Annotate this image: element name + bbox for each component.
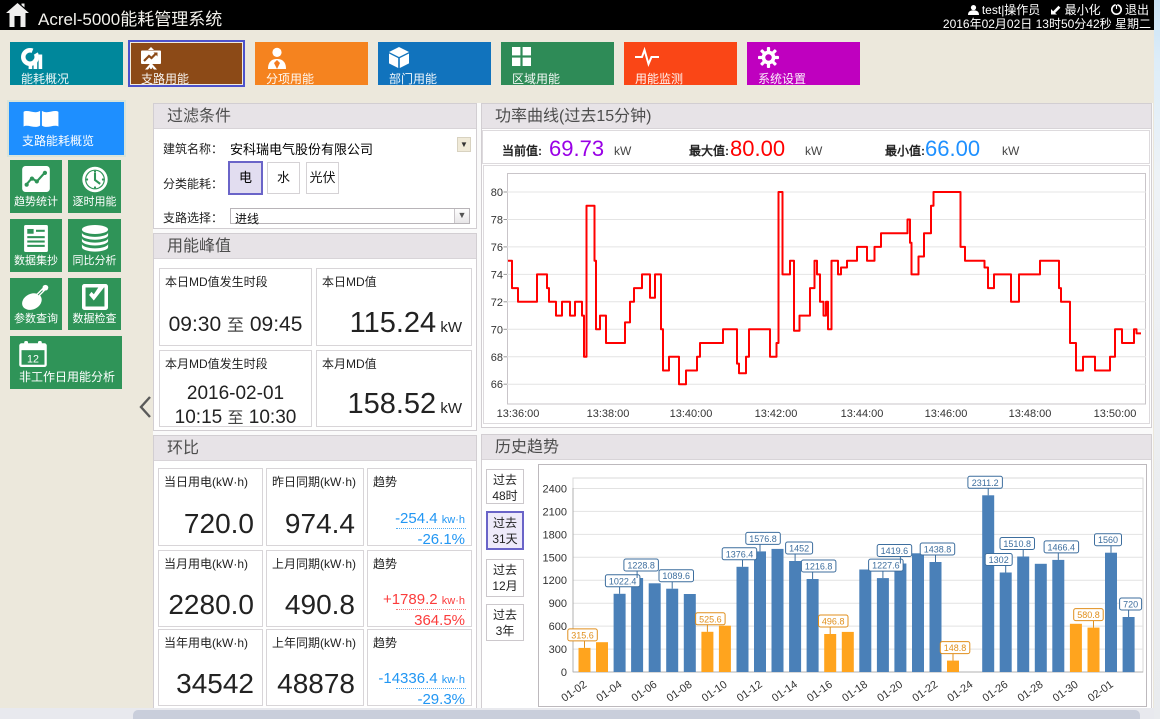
svg-text:900: 900 bbox=[549, 598, 567, 610]
svg-text:1452: 1452 bbox=[789, 544, 809, 554]
svg-text:1216.8: 1216.8 bbox=[805, 562, 833, 572]
svg-text:68: 68 bbox=[491, 352, 503, 364]
svg-text:78: 78 bbox=[491, 215, 503, 227]
svg-text:1376.4: 1376.4 bbox=[726, 549, 754, 559]
svg-text:1560: 1560 bbox=[1098, 535, 1118, 545]
svg-text:525.6: 525.6 bbox=[699, 614, 722, 624]
svg-text:1228.8: 1228.8 bbox=[627, 561, 655, 571]
svg-text:13:48:00: 13:48:00 bbox=[1009, 408, 1052, 420]
svg-text:66: 66 bbox=[491, 379, 503, 391]
svg-text:1438.8: 1438.8 bbox=[924, 545, 952, 555]
svg-text:1200: 1200 bbox=[543, 575, 567, 587]
svg-text:2100: 2100 bbox=[543, 506, 567, 518]
svg-text:2400: 2400 bbox=[543, 484, 567, 496]
svg-text:1022.4: 1022.4 bbox=[609, 576, 637, 586]
svg-text:70: 70 bbox=[491, 324, 503, 336]
svg-text:1419.6: 1419.6 bbox=[881, 546, 909, 556]
svg-text:76: 76 bbox=[491, 242, 503, 254]
svg-text:13:40:00: 13:40:00 bbox=[670, 408, 713, 420]
svg-text:148.8: 148.8 bbox=[944, 643, 967, 653]
svg-text:1510.8: 1510.8 bbox=[1003, 539, 1031, 549]
svg-text:13:42:00: 13:42:00 bbox=[755, 408, 798, 420]
svg-text:80: 80 bbox=[491, 187, 503, 199]
svg-text:0: 0 bbox=[561, 667, 567, 679]
svg-text:600: 600 bbox=[549, 621, 567, 633]
svg-text:1302: 1302 bbox=[989, 555, 1009, 565]
svg-text:13:44:00: 13:44:00 bbox=[841, 408, 884, 420]
svg-text:72: 72 bbox=[491, 297, 503, 309]
svg-text:1466.4: 1466.4 bbox=[1048, 542, 1076, 552]
svg-text:13:46:00: 13:46:00 bbox=[925, 408, 968, 420]
svg-text:2311.2: 2311.2 bbox=[972, 478, 999, 488]
svg-text:13:36:00: 13:36:00 bbox=[497, 408, 540, 420]
svg-text:13:50:00: 13:50:00 bbox=[1094, 408, 1137, 420]
svg-text:315.6: 315.6 bbox=[571, 630, 594, 640]
svg-text:74: 74 bbox=[491, 269, 503, 281]
svg-text:12: 12 bbox=[27, 353, 39, 365]
svg-text:13:38:00: 13:38:00 bbox=[587, 408, 630, 420]
svg-text:1227.6: 1227.6 bbox=[872, 561, 900, 571]
svg-text:1500: 1500 bbox=[543, 552, 567, 564]
svg-text:720: 720 bbox=[1123, 600, 1138, 610]
svg-text:496.8: 496.8 bbox=[822, 617, 845, 627]
svg-text:1089.6: 1089.6 bbox=[662, 571, 690, 581]
svg-text:1800: 1800 bbox=[543, 529, 567, 541]
svg-text:1576.8: 1576.8 bbox=[749, 534, 777, 544]
svg-text:580.8: 580.8 bbox=[1077, 610, 1100, 620]
svg-text:300: 300 bbox=[549, 644, 567, 656]
